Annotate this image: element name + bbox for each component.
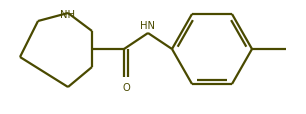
Text: O: O bbox=[122, 82, 130, 92]
Text: NH: NH bbox=[61, 10, 76, 20]
Text: HN: HN bbox=[140, 21, 155, 31]
